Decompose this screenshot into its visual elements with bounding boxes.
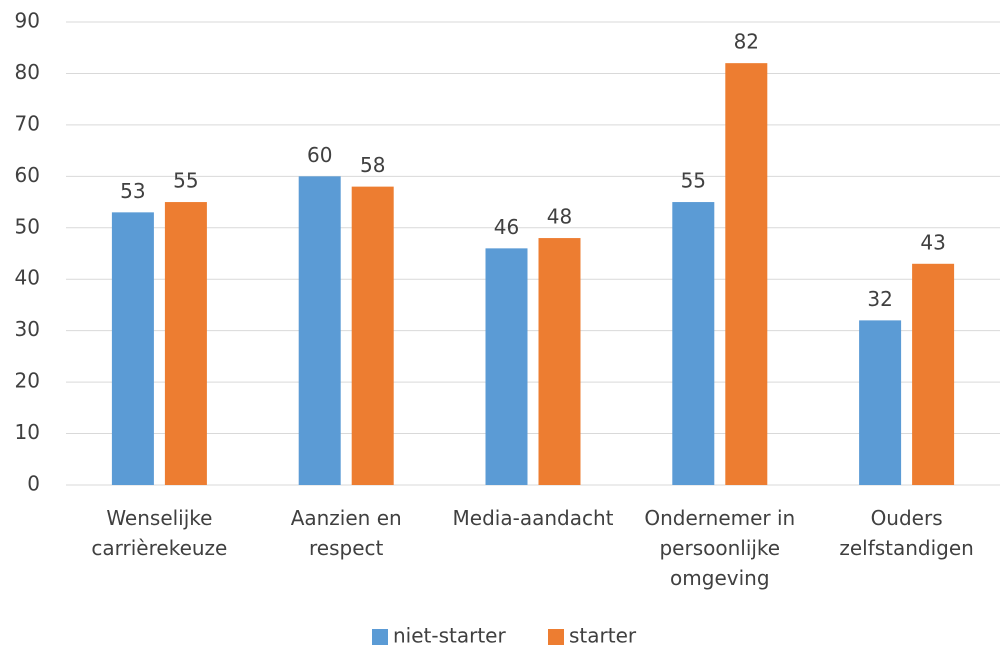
bar: [485, 248, 528, 485]
value-label: 60: [307, 143, 332, 167]
bar: [912, 263, 955, 485]
y-tick-label: 50: [15, 214, 40, 238]
y-tick-label: 20: [15, 369, 40, 393]
y-tick-label: 30: [15, 317, 40, 341]
legend-label: starter: [569, 624, 637, 648]
bar: [298, 176, 341, 486]
value-label: 82: [734, 30, 759, 54]
y-tick-label: 80: [15, 60, 40, 84]
bar: [164, 202, 207, 486]
value-label: 58: [360, 153, 385, 177]
value-label: 46: [494, 215, 519, 239]
x-tick-label: Ondernemer in persoonlijke omgeving: [644, 506, 796, 590]
value-label: 55: [681, 169, 706, 193]
y-tick-label: 90: [15, 9, 40, 33]
value-label: 55: [173, 169, 198, 193]
bar: [538, 238, 581, 485]
legend-label: niet-starter: [393, 624, 506, 648]
x-tick-label: Wenselijke carrièrekeuze: [91, 506, 228, 560]
legend-swatch: [548, 629, 564, 645]
y-tick-label: 0: [27, 472, 40, 496]
value-label: 32: [867, 287, 892, 311]
x-tick-label: Media-aandacht: [452, 506, 614, 530]
x-tick-label: Ouders zelfstandigen: [839, 506, 974, 560]
y-tick-label: 60: [15, 163, 40, 187]
x-tick-label: Aanzien en respect: [290, 506, 402, 560]
value-label: 48: [547, 205, 572, 229]
y-tick-label: 40: [15, 266, 40, 290]
legend-swatch: [372, 629, 388, 645]
bar: [725, 63, 768, 486]
bar: [672, 202, 715, 486]
value-label: 43: [920, 230, 945, 254]
y-tick-label: 70: [15, 111, 40, 135]
bar: [351, 186, 394, 485]
bar: [859, 320, 902, 485]
bar: [111, 212, 154, 485]
y-tick-label: 10: [15, 420, 40, 444]
value-label: 53: [120, 179, 145, 203]
